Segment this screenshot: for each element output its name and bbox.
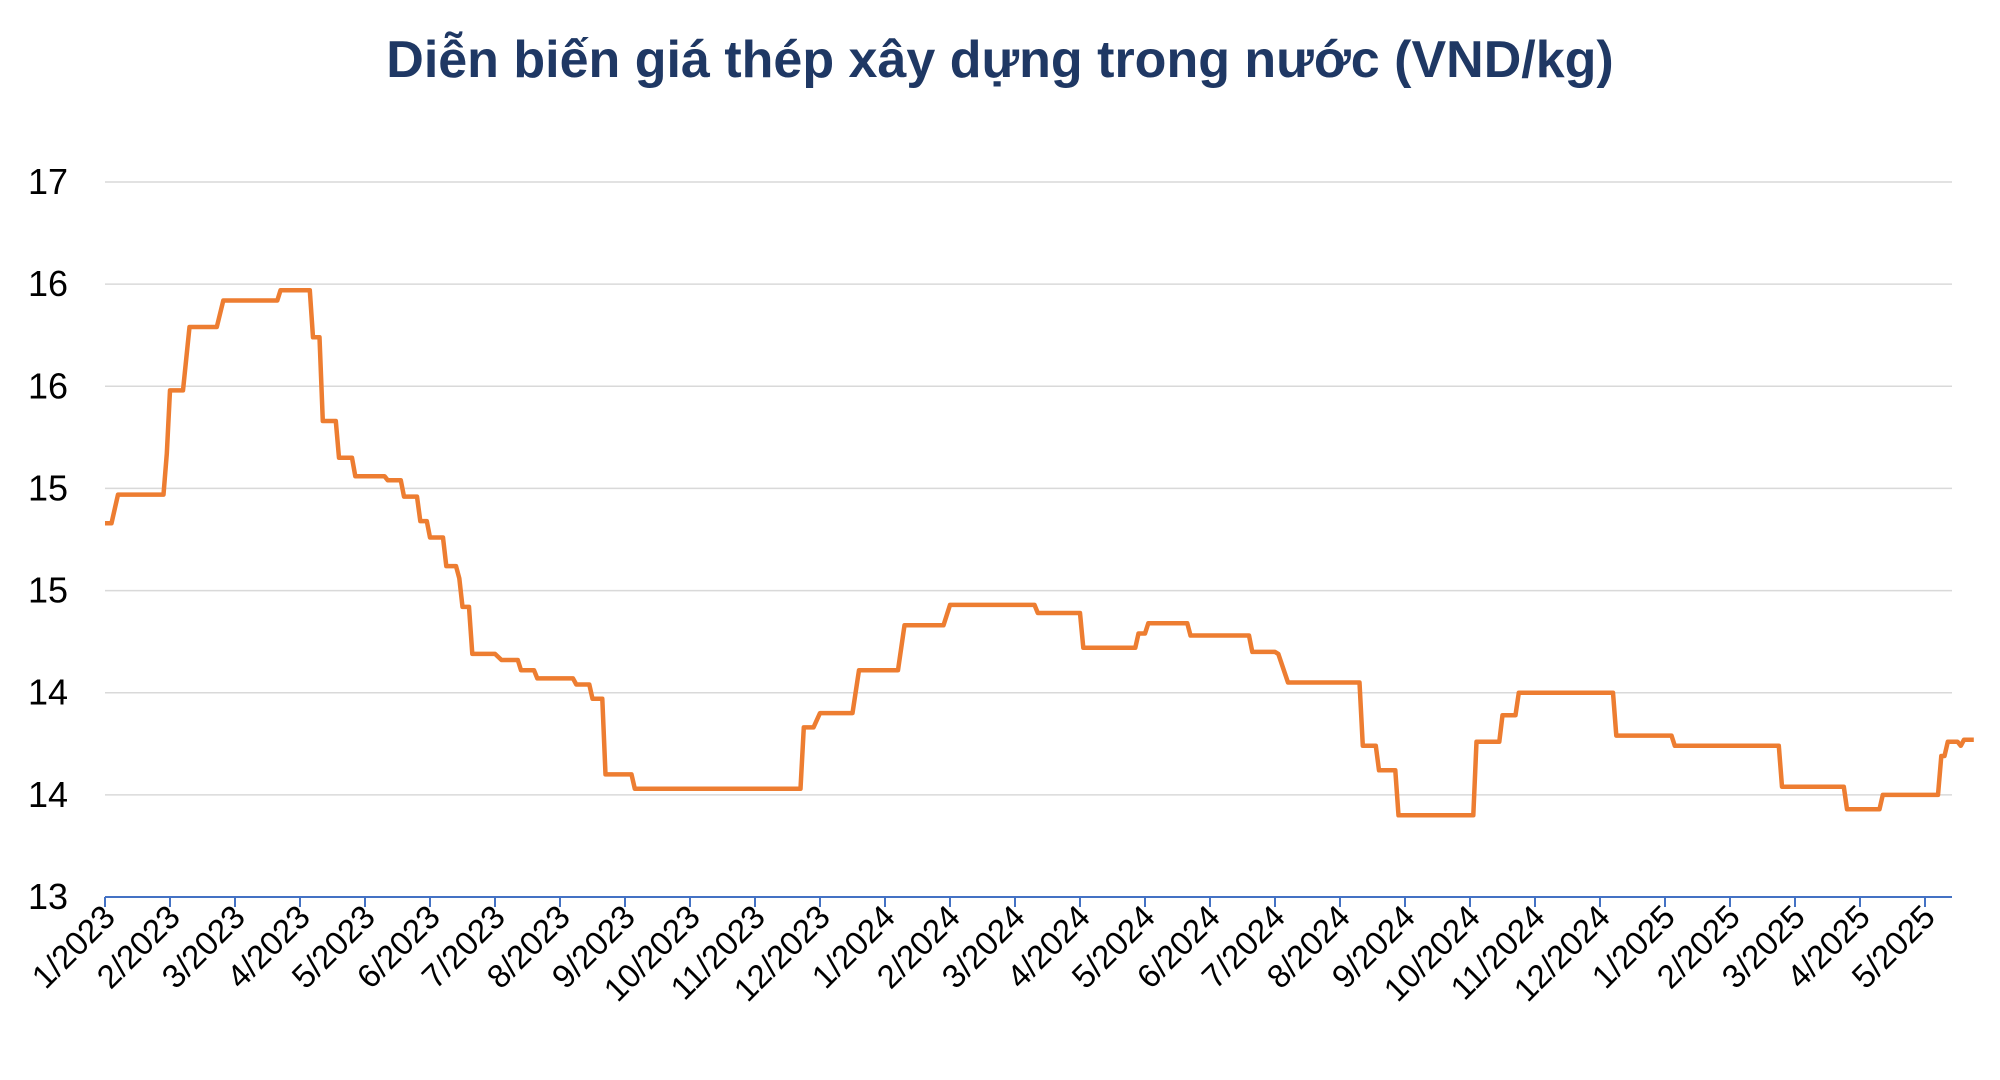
y-tick-label: 16: [28, 365, 68, 406]
chart-title: Diễn biến giá thép xây dựng trong nước (…: [386, 31, 1614, 89]
y-tick-label: 16: [28, 263, 68, 304]
series-layer: [105, 288, 1974, 818]
gridlines: [105, 181, 1952, 796]
y-tick-label: 15: [28, 570, 68, 611]
series-line: [105, 288, 1974, 818]
y-tick-labels: 13 14 14 15 15 16 16 17: [28, 161, 68, 917]
y-tick-label: 17: [28, 161, 68, 202]
y-tick-label: 14: [28, 672, 68, 713]
x-tick-labels: 1/20232/20233/20234/20235/20236/20237/20…: [24, 898, 1942, 1009]
y-tick-label: 14: [28, 774, 68, 815]
y-tick-label: 13: [28, 876, 68, 917]
y-tick-label: 15: [28, 467, 68, 508]
x-axis: [104, 896, 1952, 907]
